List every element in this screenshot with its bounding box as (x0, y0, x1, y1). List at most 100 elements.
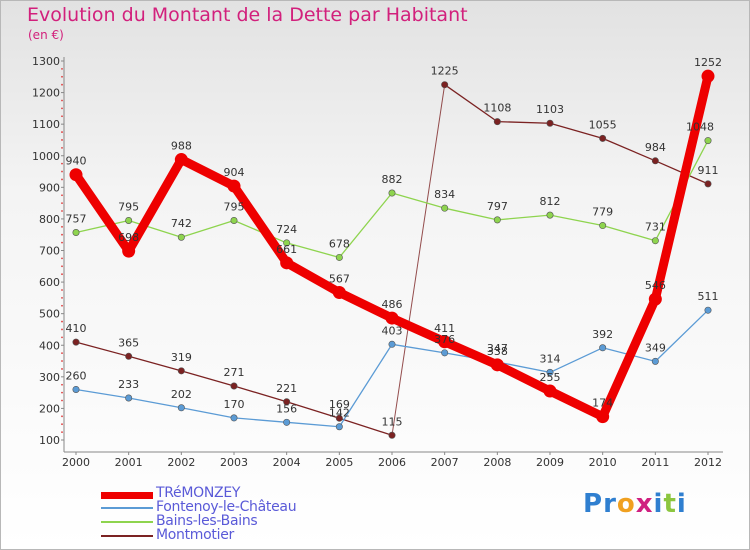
y-minor-tick (61, 210, 63, 212)
data-label: 392 (592, 328, 613, 341)
data-point (69, 168, 83, 182)
data-label: 349 (645, 341, 666, 354)
logo-letter: P (583, 489, 604, 519)
y-minor-tick (61, 225, 63, 228)
data-point (490, 358, 504, 372)
y-minor-tick (61, 99, 63, 102)
y-minor-tick (61, 67, 63, 70)
data-label: 1055 (589, 118, 617, 131)
y-minor-tick (61, 304, 63, 307)
y-minor-tick (61, 415, 63, 418)
data-label: 698 (118, 231, 139, 244)
y-minor-tick (61, 241, 63, 244)
data-label: 260 (66, 369, 87, 382)
data-point (388, 189, 396, 197)
data-point (283, 239, 291, 247)
data-point (388, 431, 396, 439)
data-point (230, 382, 238, 390)
y-minor-tick (61, 360, 63, 362)
series-line-3 (391, 84, 446, 436)
logo-letter: x (635, 489, 654, 519)
data-label: 795 (118, 200, 139, 213)
y-tick-label: 300 (39, 371, 60, 384)
y-tick-label: 200 (39, 402, 60, 415)
y-minor-tick (61, 289, 63, 291)
y-tick-label: 600 (39, 276, 60, 289)
logo-letter: i (676, 489, 687, 519)
data-label: 314 (540, 352, 561, 365)
data-label: 1225 (431, 65, 459, 78)
data-point (385, 311, 399, 325)
legend-swatch (101, 521, 153, 523)
x-tick-label: 2010 (589, 456, 617, 469)
y-minor-tick (61, 399, 63, 402)
y-minor-tick (61, 423, 63, 426)
data-point (546, 119, 554, 127)
data-label: 812 (540, 195, 561, 208)
y-minor-tick (61, 115, 63, 118)
logo-letter: r (603, 489, 617, 519)
data-label: 115 (382, 415, 403, 428)
data-label: 779 (592, 206, 613, 219)
data-label: 795 (224, 200, 245, 213)
y-tick-label: 1200 (32, 87, 60, 100)
data-label: 724 (276, 223, 297, 236)
data-label: 347 (487, 342, 508, 355)
logo-letter: t (663, 489, 677, 519)
data-point (441, 204, 449, 212)
data-label: 757 (66, 212, 87, 225)
data-point (599, 134, 607, 142)
data-point (280, 256, 294, 270)
data-label: 882 (382, 173, 403, 186)
data-point (493, 118, 501, 126)
data-point (335, 423, 343, 431)
y-minor-tick (61, 233, 63, 236)
data-label: 1108 (483, 102, 511, 115)
x-tick-label: 2008 (483, 456, 511, 469)
data-label: 255 (540, 371, 561, 384)
y-minor-tick (61, 83, 63, 86)
x-tick-label: 2004 (273, 456, 301, 469)
data-point (543, 384, 557, 398)
data-label: 174 (592, 397, 613, 410)
y-tick-label: 400 (39, 339, 60, 352)
data-label: 1252 (694, 56, 722, 69)
legend-swatch (101, 535, 153, 537)
data-label: 984 (645, 141, 666, 154)
data-label: 911 (698, 164, 719, 177)
data-point (704, 180, 712, 188)
x-tick-label: 2007 (431, 456, 459, 469)
series-line-3 (444, 84, 709, 185)
data-label: 940 (66, 155, 87, 168)
data-point (648, 292, 662, 306)
x-tick-label: 2001 (115, 456, 143, 469)
data-point (335, 253, 343, 261)
y-minor-tick (61, 328, 63, 331)
data-label: 797 (487, 200, 508, 213)
data-point (72, 338, 80, 346)
y-minor-tick (61, 107, 63, 110)
data-label: 678 (329, 237, 350, 250)
y-minor-tick (61, 75, 63, 78)
data-label: 365 (118, 336, 139, 349)
y-tick-label: 1300 (32, 55, 60, 68)
data-label: 271 (224, 366, 245, 379)
data-point (388, 340, 396, 348)
legend-label: Bains-les-Bains (156, 513, 258, 529)
data-point (177, 367, 185, 375)
data-label: 156 (276, 402, 297, 415)
data-point (651, 357, 659, 365)
data-label: 169 (329, 398, 350, 411)
data-label: 904 (224, 166, 245, 179)
legend-label: Montmotier (156, 527, 234, 543)
x-tick-label: 2012 (694, 456, 722, 469)
data-label: 233 (118, 378, 139, 391)
data-label: 1048 (686, 121, 714, 134)
data-point (283, 398, 291, 406)
x-tick-label: 2003 (220, 456, 248, 469)
legend-swatch (101, 492, 153, 499)
data-label: 511 (698, 290, 719, 303)
data-point (122, 244, 136, 258)
